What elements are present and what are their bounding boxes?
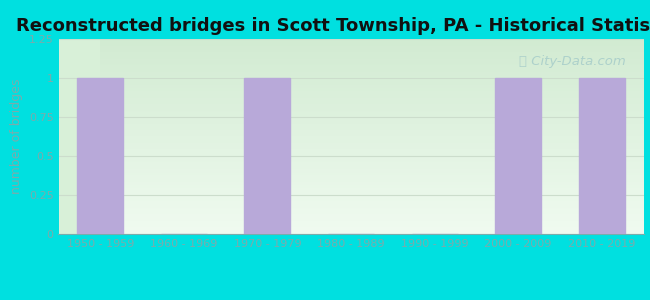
Bar	[77, 78, 124, 234]
Bar	[244, 78, 291, 234]
Bar	[578, 78, 625, 234]
Title: Reconstructed bridges in Scott Township, PA - Historical Statistics: Reconstructed bridges in Scott Township,…	[16, 17, 650, 35]
Bar	[495, 78, 541, 234]
Y-axis label: number of bridges: number of bridges	[10, 79, 23, 194]
Text: Ⓢ City-Data.com: Ⓢ City-Data.com	[519, 55, 626, 68]
